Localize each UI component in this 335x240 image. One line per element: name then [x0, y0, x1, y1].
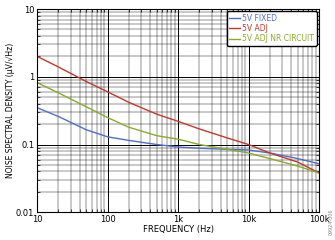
5V ADJ [56, 66, 60, 68]
Legend: 5V FIXED, 5V ADJ, 5V ADJ NR CIRCUIT: 5V FIXED, 5V ADJ, 5V ADJ NR CIRCUIT [227, 11, 317, 46]
5V FIXED [106, 135, 110, 138]
5V ADJ [84, 80, 88, 83]
Line: 5V FIXED: 5V FIXED [37, 108, 319, 164]
5V FIXED [176, 145, 180, 148]
5V FIXED [247, 149, 251, 151]
5V FIXED [268, 152, 272, 155]
Line: 5V ADJ: 5V ADJ [37, 56, 319, 173]
5V ADJ NR CIRCUIT [56, 91, 60, 94]
5V ADJ NR CIRCUIT [35, 81, 39, 84]
5V ADJ NR CIRCUIT [296, 165, 300, 168]
5V ADJ [155, 113, 159, 116]
5V ADJ NR CIRCUIT [84, 105, 88, 108]
5V ADJ [268, 152, 272, 155]
5V ADJ [225, 137, 229, 139]
5V FIXED [225, 148, 229, 151]
5V FIXED [155, 143, 159, 146]
5V ADJ NR CIRCUIT [317, 172, 321, 174]
Line: 5V ADJ NR CIRCUIT: 5V ADJ NR CIRCUIT [37, 83, 319, 173]
5V ADJ [247, 143, 251, 146]
Text: 09924-006: 09924-006 [328, 209, 333, 235]
5V FIXED [127, 139, 131, 142]
5V FIXED [84, 128, 88, 131]
5V FIXED [56, 115, 60, 118]
5V FIXED [35, 106, 39, 109]
5V ADJ NR CIRCUIT [268, 157, 272, 160]
5V FIXED [296, 157, 300, 160]
5V ADJ [106, 90, 110, 93]
5V ADJ [127, 101, 131, 104]
5V ADJ NR CIRCUIT [247, 152, 251, 155]
X-axis label: FREQUENCY (Hz): FREQUENCY (Hz) [143, 225, 214, 234]
5V ADJ [35, 55, 39, 58]
5V ADJ NR CIRCUIT [176, 138, 180, 141]
5V FIXED [197, 147, 201, 150]
5V FIXED [317, 162, 321, 165]
5V ADJ NR CIRCUIT [197, 143, 201, 146]
5V ADJ [197, 127, 201, 130]
Y-axis label: NOISE SPECTRAL DENSITY (μV/√Hz): NOISE SPECTRAL DENSITY (μV/√Hz) [6, 43, 14, 178]
5V ADJ [296, 161, 300, 164]
5V ADJ NR CIRCUIT [155, 134, 159, 137]
5V ADJ [317, 172, 321, 174]
5V ADJ [176, 120, 180, 123]
5V ADJ NR CIRCUIT [106, 116, 110, 119]
5V ADJ NR CIRCUIT [225, 148, 229, 151]
5V ADJ NR CIRCUIT [127, 126, 131, 129]
